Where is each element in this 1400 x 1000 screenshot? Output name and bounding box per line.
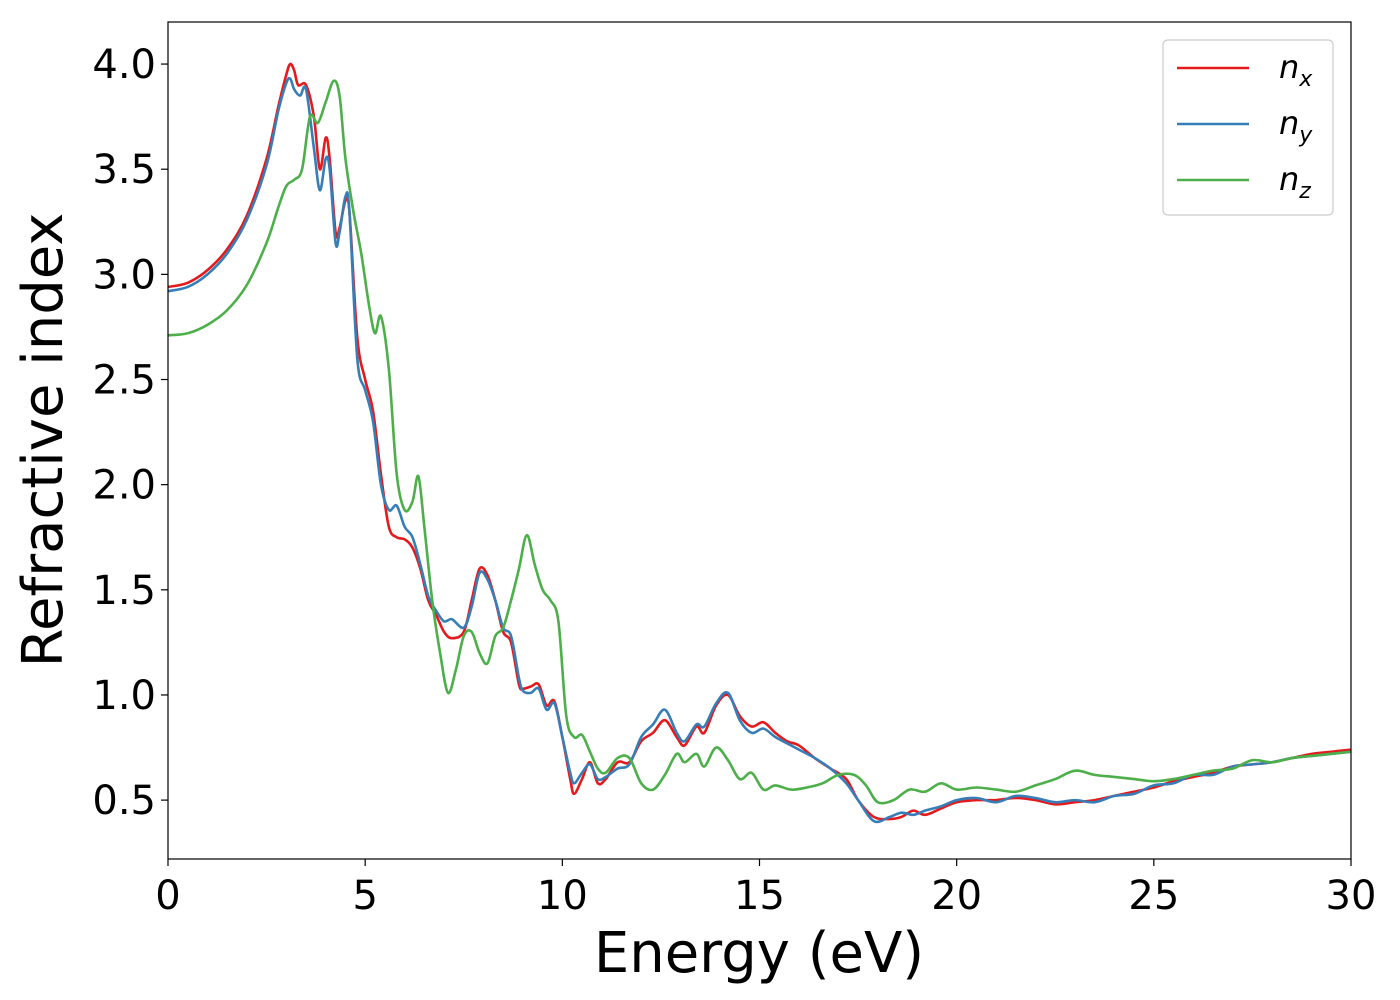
y-tick-label: 3.5 (92, 147, 156, 193)
legend-box (1162, 39, 1334, 216)
y-tick-label: 1.0 (92, 673, 156, 719)
series-line-z (168, 79, 1351, 805)
x-tick-label: 15 (734, 873, 785, 919)
series-line-y (168, 76, 1351, 824)
x-tick-label: 5 (352, 873, 377, 919)
y-tick-label: 2.5 (92, 358, 156, 404)
x-axis: 0 5 10 15 20 25 30 (155, 859, 1376, 919)
x-tick-label: 0 (155, 873, 180, 919)
legend: nx ny nz (1162, 39, 1334, 216)
y-axis: 0.5 1.0 1.5 2.0 2.5 3.0 3.5 4.0 (92, 42, 168, 824)
y-tick-label: 1.5 (92, 568, 156, 614)
x-axis-title: Energy (eV) (594, 921, 924, 986)
x-tick-label: 25 (1128, 873, 1179, 919)
y-tick-label: 4.0 (92, 42, 156, 88)
y-axis-title: Refractive index (11, 213, 76, 668)
y-tick-label: 3.0 (92, 252, 156, 298)
x-tick-label: 10 (537, 873, 588, 919)
legend-label-y: ny (1279, 104, 1313, 148)
x-tick-label: 20 (931, 873, 982, 919)
y-tick-label: 2.0 (92, 463, 156, 509)
legend-label-x: nx (1279, 48, 1313, 92)
legend-label-z: nz (1279, 160, 1311, 204)
series-layer (168, 62, 1351, 824)
x-tick-label: 30 (1326, 873, 1377, 919)
y-tick-label: 0.5 (92, 778, 156, 824)
